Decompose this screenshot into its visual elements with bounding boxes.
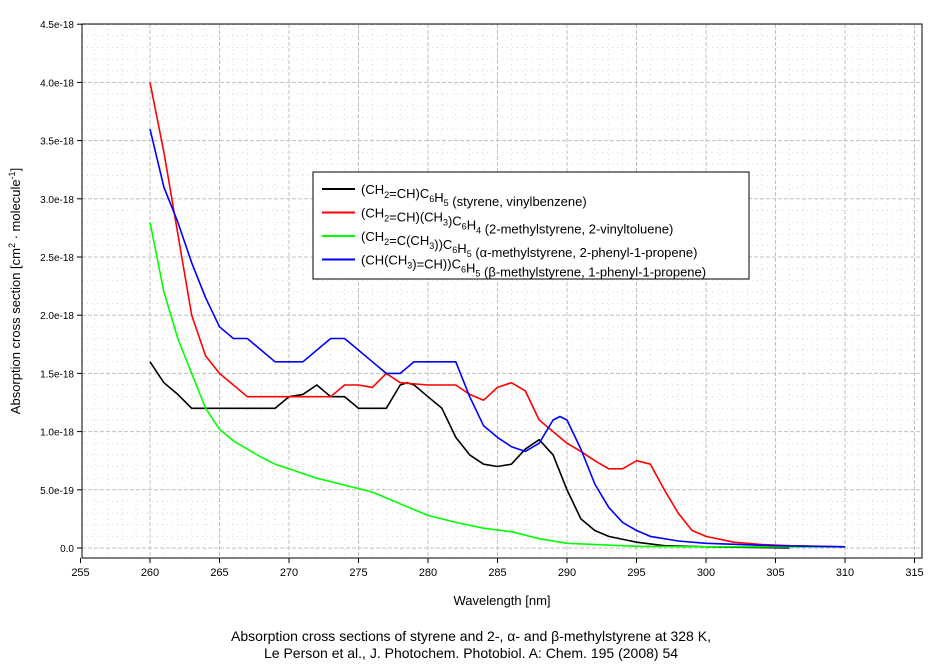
- absorption-chart: 255 260 265 270 275 280 285 290 295 300 305 310 315 0…: [7, 20, 924, 608]
- series-line-3: [149, 128, 846, 548]
- x-tick-label: 265: [210, 567, 228, 579]
- x-axis-label: Wavelength [nm]: [453, 593, 550, 608]
- grid: [82, 23, 922, 558]
- series-line-2: [149, 221, 845, 548]
- x-tick-label: 285: [488, 567, 506, 579]
- series-line-1: [149, 82, 846, 548]
- axis-ticks: 255 260 265 270 275 280 285 290 295 300 305 310 315 0…: [40, 20, 924, 579]
- x-tick-label: 300: [697, 567, 715, 579]
- series-lines: [149, 82, 846, 549]
- legend-box: [312, 171, 750, 280]
- y-tick-label: 4.5e-18: [40, 20, 74, 31]
- legend-label: (CH2=CH)C6H5 (styrene, vinylbenzene): [361, 182, 587, 209]
- y-tick-label: 5.0e-19: [40, 486, 74, 497]
- x-tick-label: 280: [419, 567, 437, 579]
- caption-line-2: Le Person et al., J. Photochem. Photobio…: [263, 645, 679, 661]
- y-tick-label: 2.5e-18: [40, 253, 74, 264]
- y-tick-label: 3.5e-18: [40, 137, 74, 148]
- y-tick-label: 3.0e-18: [40, 195, 74, 206]
- x-tick-label: 310: [836, 567, 854, 579]
- x-tick-label: 275: [349, 567, 367, 579]
- y-tick-label: 4.0e-18: [40, 78, 74, 89]
- caption-line-1: Absorption cross sections of styrene and…: [231, 628, 711, 644]
- plot-frame: [81, 23, 923, 559]
- x-tick-label: 315: [905, 567, 923, 579]
- y-tick-label: 1.0e-18: [40, 428, 74, 439]
- legend-label: (CH2=C(CH3))C6H5 (α-methylstyrene, 2-phe…: [361, 229, 697, 260]
- legend: (CH2=CH)C6H5 (styrene, vinylbenzene)(CH2…: [312, 171, 750, 280]
- x-tick-label: 255: [71, 567, 89, 579]
- y-tick-label: 2.0e-18: [40, 311, 74, 322]
- y-tick-label: 1.5e-18: [40, 369, 74, 380]
- legend-label: (CH2=CH)(CH3)C6H4 (2-methylstyrene, 2-vi…: [361, 206, 673, 237]
- x-tick-label: 305: [766, 567, 784, 579]
- legend-label: (CH(CH3)=CH))C6H5 (β-methylstyrene, 1-ph…: [361, 253, 706, 280]
- y-axis-label: Absorption cross section [cm2 · molecule…: [7, 168, 23, 414]
- x-tick-label: 295: [627, 567, 645, 579]
- x-tick-label: 290: [558, 567, 576, 579]
- y-tick-label: 0.0: [60, 544, 74, 555]
- x-tick-label: 260: [141, 567, 159, 579]
- series-line-0: [149, 361, 790, 549]
- x-tick-label: 270: [280, 567, 298, 579]
